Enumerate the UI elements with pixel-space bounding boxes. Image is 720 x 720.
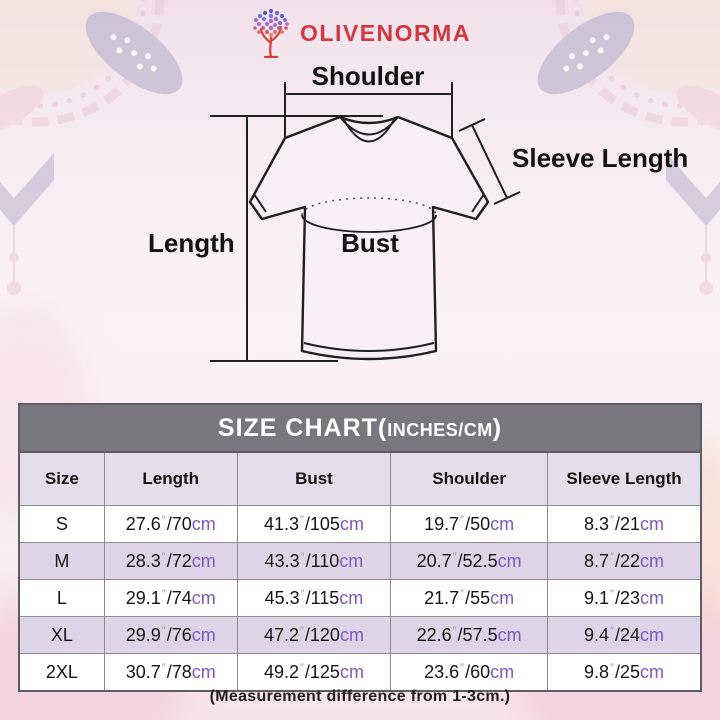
size-label: XL <box>18 616 105 654</box>
measurement-cell: 8.3″/21cm <box>547 505 702 543</box>
size-row-s: S 27.6″/70cm 41.3″/105cm 19.7″/50cm 8.3″/21c… <box>18 505 702 543</box>
size-row-2xl: 2XL 30.7″/78cm 49.2″/125cm 23.6″/60cm 9.8″/2… <box>18 653 702 692</box>
brand-header: OLIVENORMA <box>0 8 720 58</box>
column-header: Size <box>18 451 105 506</box>
measurement-cell: 9.4″/24cm <box>547 616 702 654</box>
measurement-cell: 23.6″/60cm <box>390 653 549 692</box>
size-row-m: M 28.3″/72cm 43.3″/110cm 20.7″/52.5cm 8.7″/2… <box>18 542 702 580</box>
measurement-cell: 49.2″/125cm <box>236 653 392 692</box>
measurement-cell: 47.2″/120cm <box>236 616 392 654</box>
column-header: Length <box>103 451 238 506</box>
measurement-cell: 9.1″/23cm <box>547 579 702 617</box>
measurement-cell: 8.7″/22cm <box>547 542 702 580</box>
size-chart-title: SIZE CHART(INCHES/CM) <box>18 403 702 453</box>
olivenorma-tree-logo-icon <box>253 8 289 58</box>
measurement-cell: 28.3″/72cm <box>103 542 238 580</box>
size-chart-table: SIZE CHART(INCHES/CM) Size Length Bust Shou… <box>18 403 702 692</box>
measurement-cell: 45.3″/115cm <box>236 579 392 617</box>
size-label: 2XL <box>18 653 105 692</box>
label-sleeve-length: Sleeve Length <box>512 143 688 173</box>
brand-name: OLIVENORMA <box>300 19 471 46</box>
tshirt-measurement-diagram: Shoulder Sleeve Length Length Bust <box>0 55 720 400</box>
column-header-row: Size Length Bust Shoulder Sleeve Length <box>18 451 702 506</box>
measurement-cell: 20.7″/52.5cm <box>390 542 549 580</box>
column-header: Sleeve Length <box>547 451 702 506</box>
label-shoulder: Shoulder <box>312 61 425 91</box>
column-header: Shoulder <box>390 451 549 506</box>
measurement-cell: 27.6″/70cm <box>103 505 238 543</box>
measurement-cell: 29.9″/76cm <box>103 616 238 654</box>
size-label: M <box>18 542 105 580</box>
size-label: S <box>18 505 105 543</box>
measurement-cell: 29.1″/74cm <box>103 579 238 617</box>
measurement-cell: 22.6″/57.5cm <box>390 616 549 654</box>
size-row-l: L 29.1″/74cm 45.3″/115cm 21.7″/55cm 9.1″/23c… <box>18 579 702 617</box>
measurement-cell: 30.7″/78cm <box>103 653 238 692</box>
measurement-cell: 9.8″/25cm <box>547 653 702 692</box>
measurement-cell: 41.3″/105cm <box>236 505 392 543</box>
measurement-cell: 21.7″/55cm <box>390 579 549 617</box>
column-header: Bust <box>236 451 392 506</box>
tshirt-line-art: Shoulder Sleeve Length Length Bust <box>148 61 688 362</box>
size-row-xl: XL 29.9″/76cm 47.2″/120cm 22.6″/57.5cm 9.4″/… <box>18 616 702 654</box>
label-bust: Bust <box>341 228 399 258</box>
measurement-note: (Measurement difference from 1-3cm.) <box>209 688 511 705</box>
label-length: Length <box>148 228 235 258</box>
measurement-cell: 43.3″/110cm <box>236 542 392 580</box>
measurement-cell: 19.7″/50cm <box>390 505 549 543</box>
size-label: L <box>18 579 105 617</box>
size-chart-title-row: SIZE CHART(INCHES/CM) <box>18 403 702 453</box>
